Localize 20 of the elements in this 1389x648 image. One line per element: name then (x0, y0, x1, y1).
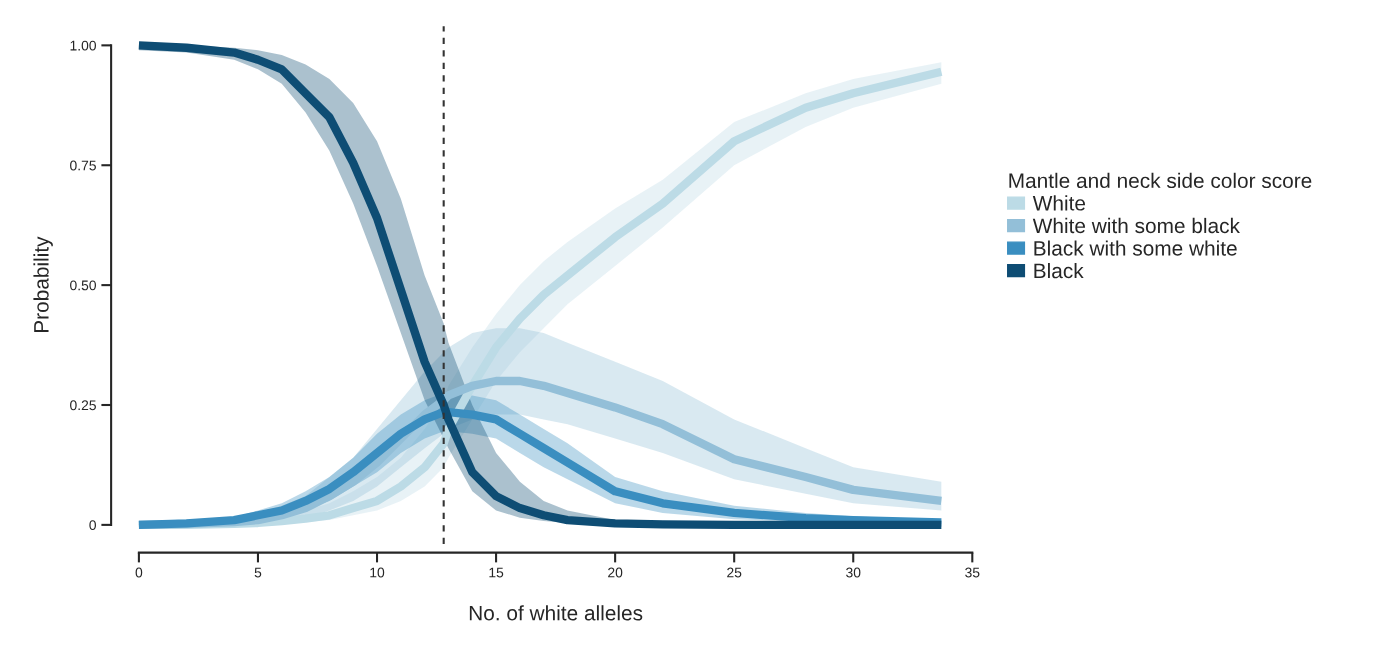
legend-label: White with some black (1032, 217, 1240, 234)
x-tick-label: 30 (846, 567, 861, 578)
legend-label: Black with some white (1034, 240, 1237, 256)
y-axis-title: Probability (33, 236, 53, 333)
y-tick-label: 0.50 (70, 280, 96, 291)
y-tick-label: 0.25 (70, 400, 96, 411)
x-tick-label: 15 (489, 567, 504, 578)
x-tick-label: 5 (254, 567, 262, 578)
y-tick-label: 1.00 (70, 40, 96, 51)
x-tick-label: 10 (370, 567, 385, 578)
y-tick-label: 0 (89, 520, 96, 531)
x-tick-label: 20 (608, 567, 623, 578)
legend-label: Black (1034, 262, 1084, 279)
legend-title: Mantle and neck side color score (1009, 172, 1312, 189)
legend-label: White (1032, 195, 1086, 211)
x-tick-label: 0 (135, 567, 143, 578)
y-tick-label: 0.75 (70, 160, 96, 171)
x-tick-label: 25 (727, 567, 742, 578)
x-axis-title: No. of white alleles (469, 605, 643, 621)
x-tick-label: 35 (965, 567, 980, 578)
